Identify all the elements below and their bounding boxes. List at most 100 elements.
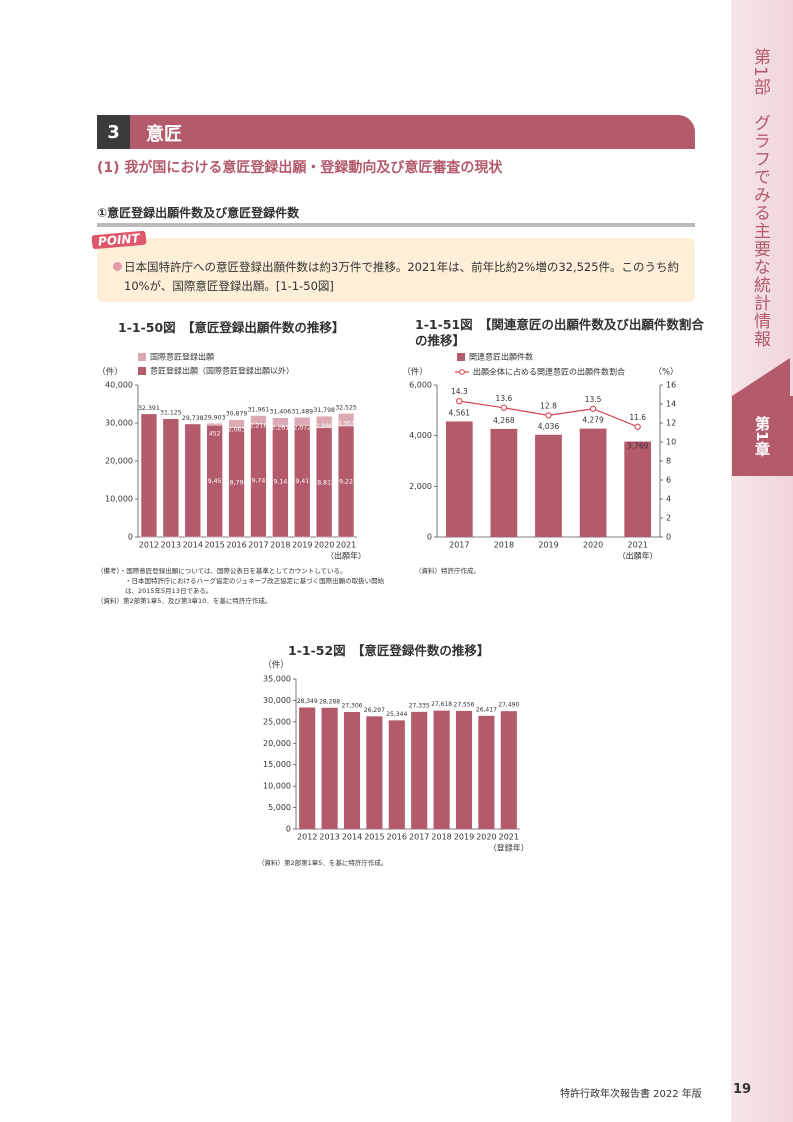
x-tick-label: 2017 <box>248 541 268 550</box>
x-tick-label: 2017 <box>409 833 429 842</box>
total-label: 32,391 <box>138 405 160 412</box>
data-label: 29,222 <box>335 478 357 485</box>
data-label: 28,796 <box>226 479 248 486</box>
y-tick-label: 4,000 <box>409 431 432 440</box>
data-label: 2,072 <box>293 424 311 431</box>
y-tick-label: 6,000 <box>409 381 432 390</box>
data-label: 2,986 <box>315 423 333 430</box>
bar <box>433 710 450 829</box>
y2-tick-label: 4 <box>666 495 671 504</box>
total-label: 31,489 <box>291 408 313 415</box>
data-label: 27,490 <box>498 702 519 709</box>
data-label: 28,349 <box>297 698 318 705</box>
y2-tick-label: 10 <box>666 438 676 447</box>
total-label: 29,903 <box>204 414 226 421</box>
line-marker <box>589 405 597 412</box>
data-label: 29,451 <box>204 478 226 485</box>
x-axis-label: （出願年） <box>326 551 366 561</box>
x-tick-label: 2019 <box>538 541 558 550</box>
x-tick-label: 2018 <box>270 541 290 550</box>
total-label: 32,525 <box>335 404 357 411</box>
chart-title: 1-1-51図 【関連意匠の出願件数及び出願件数割合の推移】 <box>415 317 704 348</box>
x-tick-label: 2016 <box>387 833 407 842</box>
bar-segment <box>162 418 179 538</box>
y-axis-label: （件） <box>263 660 289 671</box>
bar <box>579 428 607 537</box>
data-label: 12.8 <box>540 401 557 410</box>
x-tick-label: 2016 <box>226 541 246 550</box>
total-label: 31,961 <box>248 407 270 414</box>
data-label: 28,288 <box>319 698 340 705</box>
y-tick-label: 40,000 <box>105 381 133 390</box>
bar <box>478 715 495 829</box>
y-tick-label: 20,000 <box>105 457 133 466</box>
data-label: 2,261 <box>271 425 289 432</box>
data-label: 4,279 <box>582 416 604 425</box>
data-label: 13.6 <box>496 394 513 403</box>
legend-swatch <box>138 367 146 375</box>
bar <box>490 428 518 537</box>
bar <box>445 421 473 537</box>
point-text: 日本国特許庁への意匠登録出願件数は約3万件で推移。2021年は、前年比約2%増の… <box>113 258 694 296</box>
x-tick-label: 2019 <box>454 833 474 842</box>
total-label: 30,879 <box>226 411 248 418</box>
bar-segment <box>316 415 333 428</box>
chapter-tab: 第1章 <box>732 396 793 476</box>
bar <box>321 707 338 829</box>
bar <box>500 711 517 829</box>
bar-segment <box>250 415 267 425</box>
section-number: 3 <box>97 115 130 149</box>
x-tick-label: 2018 <box>494 541 514 550</box>
y2-tick-label: 0 <box>666 533 671 542</box>
x-tick-label: 2021 <box>499 833 519 842</box>
bar <box>535 434 562 537</box>
bar <box>624 441 652 537</box>
data-label: 29,745 <box>248 477 270 484</box>
y-tick-label: 10,000 <box>105 495 133 504</box>
y-tick-label: 25,000 <box>263 717 291 726</box>
data-label: 11.6 <box>629 413 646 422</box>
y-axis-label: （件） <box>402 367 428 378</box>
line-marker <box>634 423 641 430</box>
chart-title: 1-1-50図 【意匠登録出願件数の推移】 <box>118 320 345 335</box>
data-label: 3,303 <box>337 420 355 427</box>
note: ・日本国特許庁におけるハーグ協定のジュネーブ改正協定に基づく国際出願の取扱い開始… <box>125 577 385 595</box>
x-tick-label: 2014 <box>342 833 362 842</box>
y-tick-label: 30,000 <box>105 419 133 428</box>
total-label: 31,406 <box>270 409 292 416</box>
y-tick-label: 10,000 <box>263 782 291 791</box>
data-label: 4,268 <box>493 416 515 425</box>
tab-arrow <box>732 358 790 396</box>
data-label: 27,335 <box>409 702 430 709</box>
data-label: 29,145 <box>270 479 292 486</box>
y-tick-label: 0 <box>128 533 133 542</box>
data-label: 2,216 <box>250 423 268 430</box>
y2-tick-label: 6 <box>666 476 671 485</box>
bar <box>455 710 473 829</box>
bar-segment <box>140 413 158 538</box>
bar-segment <box>228 419 245 428</box>
bar <box>343 711 361 829</box>
data-label: 27,306 <box>342 702 363 709</box>
bar-segment <box>184 423 201 538</box>
section-title: 意匠 <box>146 124 182 145</box>
y2-tick-label: 14 <box>666 400 676 409</box>
bar-segment <box>206 423 223 426</box>
heading: (1) 我が国における意匠登録出願・登録動向及び意匠審査の現状 <box>97 160 503 176</box>
legend-swatch <box>457 353 465 361</box>
x-tick-label: 2020 <box>583 541 603 550</box>
x-tick-label: 2013 <box>319 833 339 842</box>
page-number: 19 <box>733 1082 752 1097</box>
y-tick-label: 30,000 <box>263 696 291 705</box>
rule <box>97 223 695 227</box>
x-tick-label: 2017 <box>449 541 469 550</box>
bar <box>411 711 428 829</box>
notes: （備考）・国際意匠登録出願については、国際公表日を基準としてカウントしている。 … <box>97 566 397 606</box>
x-tick-label: 2018 <box>431 833 451 842</box>
x-tick-label: 2020 <box>476 833 496 842</box>
x-tick-label: 2020 <box>314 541 334 550</box>
y2-tick-label: 2 <box>666 514 671 523</box>
x-tick-label: 2021 <box>628 541 648 550</box>
x-axis-label: （登録年） <box>489 843 529 853</box>
